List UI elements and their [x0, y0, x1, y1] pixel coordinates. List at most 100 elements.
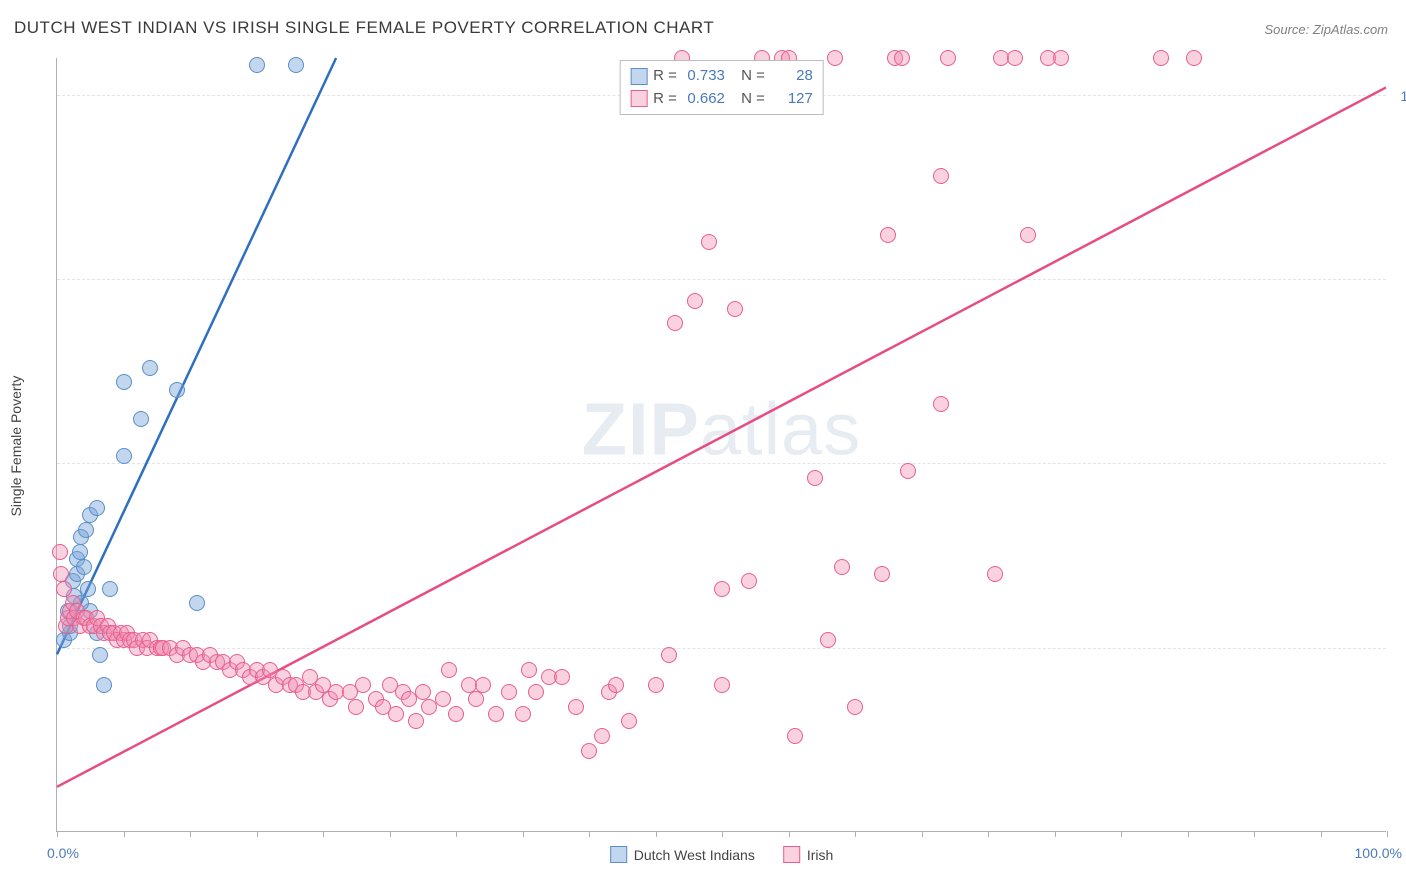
data-point	[249, 57, 265, 73]
data-point	[441, 662, 457, 678]
data-point	[133, 411, 149, 427]
data-point	[568, 699, 584, 715]
x-tick	[1387, 831, 1388, 837]
x-tick	[656, 831, 657, 837]
data-point	[348, 699, 364, 715]
x-tick	[323, 831, 324, 837]
x-tick	[523, 831, 524, 837]
x-tick	[57, 831, 58, 837]
data-point	[355, 677, 371, 693]
legend-label-1: Irish	[807, 847, 833, 863]
data-point	[76, 559, 92, 575]
legend-stats: R = 0.733 N = 28 R = 0.662 N = 127	[619, 60, 824, 115]
data-point	[1007, 50, 1023, 66]
data-point	[288, 57, 304, 73]
data-point	[834, 559, 850, 575]
legend-stats-row-1: R = 0.662 N = 127	[630, 88, 813, 111]
trend-line	[57, 58, 336, 654]
trend-lines	[57, 58, 1386, 831]
data-point	[608, 677, 624, 693]
gridline: 25.0%	[57, 648, 1386, 649]
legend-item-0: Dutch West Indians	[610, 846, 755, 863]
data-point	[621, 713, 637, 729]
legend-swatch-icon	[610, 846, 627, 863]
legend-stats-row-0: R = 0.733 N = 28	[630, 65, 813, 88]
x-tick	[722, 831, 723, 837]
legend-item-1: Irish	[783, 846, 833, 863]
data-point	[408, 713, 424, 729]
data-point	[1153, 50, 1169, 66]
data-point	[1053, 50, 1069, 66]
data-point	[528, 684, 544, 700]
r-label: R =	[653, 88, 677, 111]
data-point	[880, 227, 896, 243]
data-point	[92, 647, 108, 663]
plot-area: ZIPatlas 25.0%50.0%75.0%100.0% R = 0.733…	[56, 58, 1386, 832]
x-tick	[1121, 831, 1122, 837]
x-tick	[190, 831, 191, 837]
data-point	[1186, 50, 1202, 66]
data-point	[169, 382, 185, 398]
x-tick	[1321, 831, 1322, 837]
data-point	[933, 168, 949, 184]
data-point	[80, 581, 96, 597]
data-point	[56, 581, 72, 597]
data-point	[515, 706, 531, 722]
data-point	[787, 728, 803, 744]
data-point	[448, 706, 464, 722]
data-point	[727, 301, 743, 317]
data-point	[661, 647, 677, 663]
data-point	[488, 706, 504, 722]
data-point	[933, 396, 949, 412]
data-point	[714, 677, 730, 693]
n-value-1: 127	[771, 88, 813, 111]
data-point	[807, 470, 823, 486]
x-tick	[589, 831, 590, 837]
x-tick	[456, 831, 457, 837]
x-tick	[390, 831, 391, 837]
data-point	[189, 595, 205, 611]
data-point	[648, 677, 664, 693]
data-point	[847, 699, 863, 715]
gridline: 50.0%	[57, 463, 1386, 464]
n-label: N =	[741, 88, 765, 111]
x-tick	[1254, 831, 1255, 837]
y-axis-title: Single Female Poverty	[8, 376, 24, 517]
data-point	[78, 522, 94, 538]
x-tick	[1188, 831, 1189, 837]
data-point	[820, 632, 836, 648]
data-point	[894, 50, 910, 66]
data-point	[475, 677, 491, 693]
data-point	[116, 374, 132, 390]
data-point	[53, 566, 69, 582]
data-point	[72, 544, 88, 560]
data-point	[1020, 227, 1036, 243]
watermark-light: atlas	[700, 388, 861, 471]
data-point	[900, 463, 916, 479]
data-point	[940, 50, 956, 66]
legend-swatch-1	[630, 90, 647, 107]
legend-series: Dutch West Indians Irish	[610, 846, 834, 863]
y-tick-label: 100.0%	[1401, 88, 1406, 104]
legend-swatch-icon	[783, 846, 800, 863]
x-tick	[1055, 831, 1056, 837]
legend-swatch-0	[630, 68, 647, 85]
data-point	[554, 669, 570, 685]
x-tick	[257, 831, 258, 837]
source-attribution: Source: ZipAtlas.com	[1264, 22, 1388, 37]
data-point	[701, 234, 717, 250]
data-point	[874, 566, 890, 582]
r-value-0: 0.733	[683, 65, 725, 88]
x-tick-label-min: 0.0%	[47, 845, 79, 861]
x-tick	[124, 831, 125, 837]
data-point	[741, 573, 757, 589]
x-tick	[922, 831, 923, 837]
n-label: N =	[741, 65, 765, 88]
watermark: ZIPatlas	[582, 387, 861, 472]
data-point	[594, 728, 610, 744]
data-point	[388, 706, 404, 722]
data-point	[116, 448, 132, 464]
data-point	[714, 581, 730, 597]
data-point	[102, 581, 118, 597]
n-value-0: 28	[771, 65, 813, 88]
